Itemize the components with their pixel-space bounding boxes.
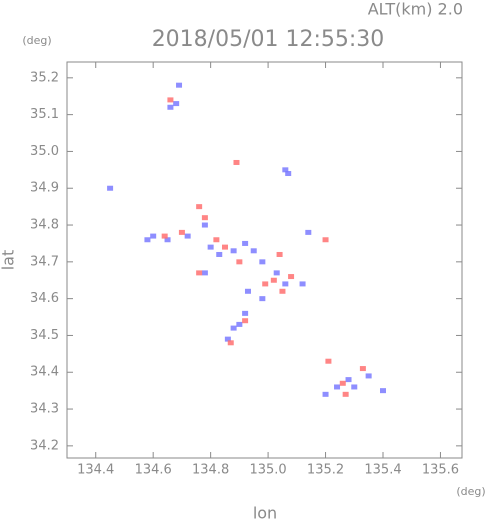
- point: [201, 215, 208, 221]
- point: [242, 318, 249, 324]
- point: [176, 82, 183, 88]
- point: [196, 270, 203, 276]
- point: [250, 248, 257, 254]
- y-tick-label: 34.2: [30, 438, 59, 453]
- x-tick-label: 134.8: [192, 463, 229, 478]
- point: [244, 288, 251, 294]
- y-tick-label: 35.2: [30, 70, 59, 85]
- x-tick-label: 135.2: [307, 463, 344, 478]
- x-unit: (deg): [456, 485, 485, 498]
- point: [273, 270, 280, 276]
- point: [213, 237, 220, 243]
- point: [227, 340, 234, 346]
- x-tick-label: 135.0: [249, 463, 286, 478]
- point: [276, 251, 283, 257]
- point: [279, 288, 286, 294]
- point: [262, 281, 269, 287]
- y-axis-label: lat: [0, 250, 18, 271]
- y-tick-label: 34.4: [30, 365, 59, 380]
- point: [236, 321, 243, 327]
- x-tick-label: 135.4: [364, 463, 401, 478]
- point: [164, 237, 171, 243]
- point: [222, 244, 228, 250]
- plot-frame: [66, 61, 463, 459]
- chart-subtitle: ALT(km) 2.0: [368, 0, 463, 19]
- point: [207, 244, 214, 250]
- y-tick-label: 34.6: [30, 291, 59, 306]
- point: [167, 97, 174, 103]
- y-tick-label: 35.1: [30, 107, 59, 122]
- point: [201, 270, 208, 276]
- point: [233, 159, 240, 165]
- x-tick-label: 134.6: [135, 463, 172, 478]
- point: [184, 233, 191, 239]
- point: [173, 101, 180, 107]
- point: [259, 296, 266, 302]
- point: [236, 259, 243, 265]
- point: [282, 281, 289, 287]
- point: [144, 237, 151, 243]
- point: [359, 366, 366, 372]
- point: [196, 204, 203, 210]
- y-tick-label: 34.7: [30, 254, 59, 269]
- point: [322, 391, 329, 397]
- point: [322, 237, 329, 243]
- y-tick-label: 34.3: [30, 402, 59, 417]
- y-tick-label: 34.9: [30, 181, 59, 196]
- point: [334, 384, 341, 390]
- point: [380, 388, 386, 394]
- point: [342, 391, 349, 397]
- y-unit: (deg): [22, 34, 51, 47]
- point: [242, 310, 249, 316]
- point: [224, 336, 231, 342]
- point: [161, 233, 168, 239]
- point: [282, 167, 289, 173]
- point: [351, 384, 358, 390]
- point: [325, 358, 332, 364]
- point: [270, 277, 277, 283]
- y-tick-label: 35.0: [30, 144, 59, 159]
- point: [288, 274, 295, 280]
- y-tick-label: 34.8: [30, 218, 59, 233]
- point: [201, 222, 208, 228]
- x-tick-label: 134.4: [77, 463, 114, 478]
- point: [107, 185, 114, 191]
- point: [167, 104, 174, 110]
- point: [339, 380, 346, 386]
- point: [150, 233, 157, 239]
- point: [299, 281, 306, 287]
- point: [345, 377, 352, 383]
- point: [230, 325, 237, 331]
- chart-title: 2018/05/01 12:55:30: [152, 27, 385, 52]
- point: [305, 229, 312, 235]
- x-axis-label: lon: [253, 504, 277, 522]
- point: [259, 259, 266, 265]
- x-tick-label: 135.6: [422, 463, 459, 478]
- point: [178, 229, 185, 235]
- y-tick-label: 34.5: [30, 328, 59, 343]
- point: [285, 171, 292, 177]
- point: [242, 240, 249, 246]
- point: [230, 248, 237, 254]
- point: [216, 251, 223, 257]
- point: [365, 373, 372, 379]
